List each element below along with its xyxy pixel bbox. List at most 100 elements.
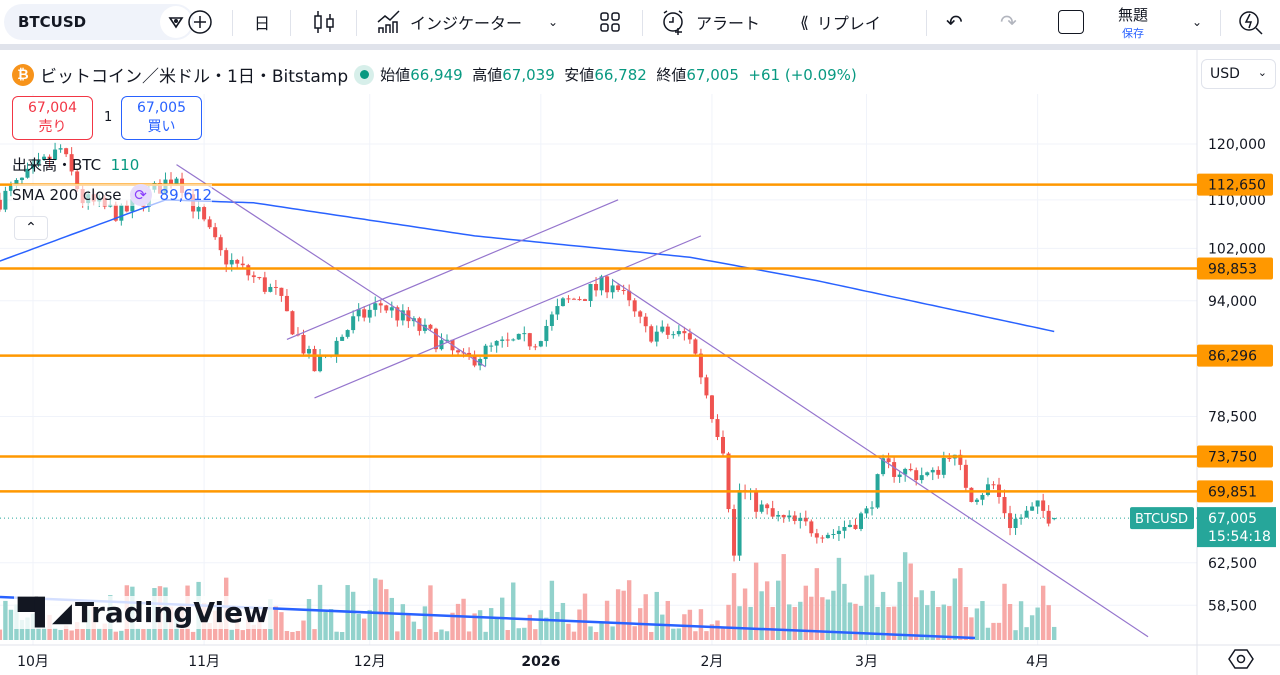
time-tick-label: 2月 [700, 654, 723, 670]
candle-body [268, 286, 273, 292]
candle-body [870, 507, 875, 509]
volume-bar [604, 600, 610, 640]
volume-bar [1029, 615, 1035, 640]
replay-button[interactable]: ⟪ リプレイ [800, 0, 881, 44]
bitcoin-icon: ₿ [12, 63, 34, 86]
volume-bar [384, 589, 389, 640]
square-icon [1058, 10, 1084, 34]
volume-bar [102, 623, 107, 640]
candle-body [671, 334, 676, 336]
candle-body [362, 309, 367, 318]
symbol-legend: ₿ ビットコイン／米ドル・1日・Bitstamp 始値66,949 高値67,0… [12, 62, 857, 87]
candle-body [1052, 518, 1057, 520]
candle-body [599, 276, 604, 291]
volume-bar [74, 622, 80, 640]
volume-bar [649, 631, 654, 640]
volume-bar [875, 606, 880, 640]
volume-bar [306, 599, 312, 640]
candle-body [903, 468, 908, 475]
fullscreen-button[interactable] [1058, 0, 1084, 44]
volume-bar [52, 627, 58, 640]
candle-body [908, 468, 913, 471]
volume-bar [334, 631, 339, 640]
level-price-tag [1197, 480, 1273, 503]
sma-legend[interactable]: SMA 200 close ⟳ 89,612 [12, 184, 213, 206]
chevron-down-icon[interactable]: ⌄ [548, 15, 559, 29]
redo-button[interactable]: ↷ [1000, 0, 1017, 44]
candle-body [373, 303, 378, 310]
candle-body [859, 513, 863, 529]
candle-body [1002, 496, 1007, 514]
quantity[interactable]: 1 [104, 110, 113, 125]
volume-bar [787, 604, 792, 640]
candle-body [704, 377, 709, 396]
sell-price: 67,004 [28, 100, 77, 116]
volume-bar [41, 627, 47, 640]
candle-body [980, 494, 985, 500]
volume-bar [704, 631, 709, 640]
volume-bar [516, 628, 521, 640]
volume-bar [947, 606, 952, 640]
layout-save-button[interactable]: 無題 保存 [1118, 0, 1148, 44]
price-tick-label: 120,000 [1208, 137, 1266, 153]
volume-bar [339, 631, 345, 640]
candle-body [770, 508, 775, 517]
candle-body [478, 359, 483, 366]
volume-bar [494, 618, 499, 640]
chart-type-button[interactable] [312, 0, 336, 44]
candle-body [527, 333, 532, 347]
candle-body [698, 353, 703, 378]
compare-add-button[interactable] [186, 0, 214, 44]
currency-select[interactable]: USD ⌄ [1201, 59, 1276, 89]
symbol-search[interactable]: BTCUSD [4, 4, 194, 40]
candle-body [1019, 517, 1024, 519]
volume-bar [737, 606, 742, 640]
volume-bar [295, 631, 301, 640]
volume-value: 110 [110, 156, 140, 174]
current-price-label: 67,005 [1208, 511, 1257, 527]
volume-bar [251, 624, 256, 640]
indicators-button[interactable]: インジケーター ⌄ [376, 0, 558, 44]
time-tick-label: 12月 [354, 654, 386, 670]
undo-icon: ↶ [946, 10, 963, 34]
layouts-button[interactable] [598, 0, 622, 44]
diamond-icon[interactable] [160, 6, 192, 38]
quick-search-button[interactable] [1238, 0, 1264, 44]
volume-bar [80, 629, 85, 640]
candle-body [0, 199, 2, 210]
sma-label: SMA 200 close [12, 186, 122, 204]
candle-body [124, 205, 129, 212]
volume-bar [58, 629, 63, 640]
candle-body [240, 263, 245, 266]
layout-name: 無題 [1118, 5, 1149, 24]
alert-button[interactable]: アラート [660, 0, 760, 44]
candle-body [665, 326, 670, 335]
volume-bar [963, 606, 969, 640]
layout-menu-chevron-icon[interactable]: ⌄ [1192, 15, 1203, 29]
buy-button[interactable]: 67,005 買い [121, 96, 202, 140]
volume-legend[interactable]: 出来高・BTC 110 [12, 154, 139, 175]
indicators-icon [377, 10, 400, 33]
settings-icon[interactable] [1228, 648, 1254, 670]
undo-button[interactable]: ↶ [946, 0, 963, 44]
collapse-legend-button[interactable]: ⌃ [14, 216, 48, 240]
volume-bar [891, 606, 897, 640]
candle-body [555, 306, 560, 315]
candle-body [202, 207, 207, 220]
volume-bar [958, 568, 963, 640]
candle-body [958, 454, 963, 465]
watermark-text: TradingView [75, 596, 269, 629]
redo-icon: ↷ [1000, 10, 1017, 34]
candle-body [356, 309, 361, 317]
candle-body [262, 277, 267, 292]
candle-body [566, 298, 571, 300]
candle-body [47, 156, 52, 160]
trend-line [612, 279, 1149, 638]
sell-button[interactable]: 67,004 売り [12, 96, 93, 140]
candle-body [831, 534, 836, 536]
interval-button[interactable]: 日 [254, 0, 270, 44]
volume-bar [323, 612, 328, 640]
candle-body [533, 346, 538, 348]
candle-body [75, 171, 80, 190]
candle-body [1030, 506, 1035, 511]
